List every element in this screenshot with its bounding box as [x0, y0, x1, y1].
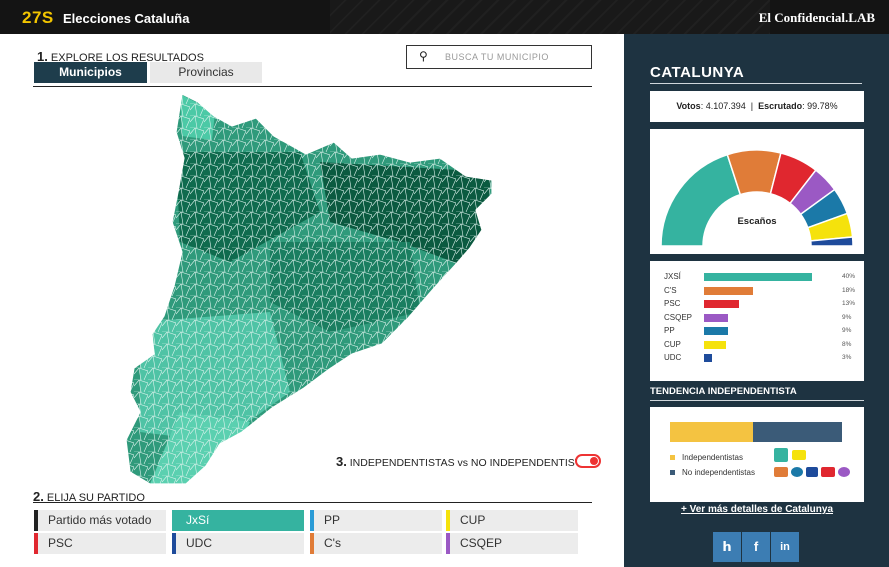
psc-logo [821, 467, 835, 477]
results-sidebar: CATALUNYA Votos: 4.107.394 | Escrutado: … [624, 34, 889, 567]
bar-value: 9% [842, 327, 852, 334]
legend-independentistas: Independentistas [670, 453, 743, 462]
seats-semicircle [660, 149, 854, 247]
trend-bar-independentistas [670, 422, 753, 442]
bar-label: PP [664, 326, 675, 335]
divider [33, 86, 592, 87]
linkedin-icon[interactable]: in [771, 532, 799, 562]
cs-logo [774, 467, 788, 477]
party-option-mas-votado[interactable]: Partido más votado [34, 510, 166, 531]
seats-label: Escaños [737, 216, 777, 227]
bar-label: CUP [664, 339, 681, 349]
vote-share-chart: JXSÍ 40% C'S 18% PSC 13% CSQEP 9% PP 9% CUP 8% UDC 3% [650, 261, 864, 381]
pp-logo [791, 467, 803, 477]
publisher-logo[interactable]: El Confidencial.LAB [758, 10, 875, 25]
event-title: Elecciones Cataluña [63, 11, 190, 26]
bar-label: PSC [664, 299, 681, 308]
party-option-jxsi[interactable]: JxSí [172, 510, 304, 531]
jxsi-logo [774, 448, 788, 462]
bar-value: 3% [842, 354, 852, 361]
party-heading: 2. ELIJA SU PARTIDO [33, 489, 145, 504]
legend-no-independentistas: No independentistas [670, 468, 755, 477]
catalonia-map[interactable] [120, 92, 500, 485]
search-placeholder: BUSCA TU MUNICIPIO [445, 52, 549, 62]
divider [33, 502, 592, 503]
tab-provincias[interactable]: Provincias [150, 62, 262, 83]
divider [650, 400, 864, 401]
bar-label: JXSÍ [664, 272, 681, 281]
csqep-logo [838, 467, 850, 477]
party-option-cs[interactable]: C's [310, 533, 442, 554]
cup-logo [792, 450, 806, 460]
party-option-udc[interactable]: UDC [172, 533, 304, 554]
bar-value: 18% [842, 286, 856, 294]
search-input[interactable]: ⚲ BUSCA TU MUNICIPIO [406, 45, 592, 69]
bar [704, 354, 713, 362]
event-number: 27S [22, 8, 54, 27]
bar [704, 327, 729, 335]
bar [704, 313, 729, 322]
bar-value: 9% [842, 313, 852, 321]
bar-label: UDC [664, 353, 682, 362]
seats-chart: Escaños [650, 129, 864, 254]
top-bar: 27S Elecciones Cataluña El Confidencial.… [0, 0, 889, 34]
facebook-icon[interactable]: f [742, 532, 770, 562]
votes-summary: Votos: 4.107.394 | Escrutado: 99.78% [650, 91, 864, 122]
bar-value: 40% [842, 273, 856, 280]
bar-value: 13% [842, 300, 856, 307]
party-option-cup[interactable]: CUP [446, 510, 578, 531]
more-details-link[interactable]: + Ver más detalles de Catalunya [680, 504, 834, 515]
divider [650, 83, 862, 84]
explore-heading: 1. EXPLORE LOS RESULTADOS [37, 49, 204, 64]
trend-panel: Independentistas No independentistas [650, 407, 864, 502]
udc-logo [806, 467, 818, 477]
bar-label: C'S [664, 285, 677, 295]
header-pattern [330, 0, 770, 34]
bar-value: 8% [842, 340, 852, 348]
bar [704, 300, 740, 308]
map-panel: 1. EXPLORE LOS RESULTADOS Municipios Pro… [0, 34, 622, 567]
seat-segment [809, 236, 854, 247]
region-title: CATALUNYA [650, 64, 745, 81]
party-option-pp[interactable]: PP [310, 510, 442, 531]
party-option-psc[interactable]: PSC [34, 533, 166, 554]
bar [704, 340, 726, 349]
trend-bar-no-independentistas [752, 422, 842, 442]
toggle-knob [590, 457, 598, 465]
party-option-csqep[interactable]: CSQEP [446, 533, 578, 554]
search-icon: ⚲ [419, 49, 428, 63]
bar [704, 286, 753, 295]
twitter-icon[interactable]: 𝗵 [713, 532, 741, 562]
tab-municipios[interactable]: Municipios [34, 62, 147, 83]
bar [704, 273, 812, 281]
independence-toggle[interactable] [575, 454, 601, 468]
independence-toggle-label: 3. INDEPENDENTISTAS vs NO INDEPENDENTIST… [336, 454, 595, 469]
trend-title: TENDENCIA INDEPENDENTISTA [650, 386, 797, 397]
bar-label: CSQEP [664, 312, 693, 322]
seat-segment [660, 153, 742, 247]
